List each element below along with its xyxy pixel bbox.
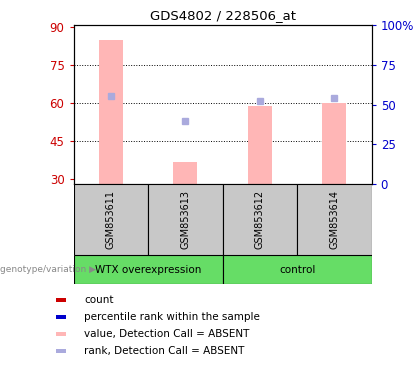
Bar (56, 315, 66, 319)
Text: genotype/variation ▶: genotype/variation ▶ (0, 265, 96, 274)
Bar (173, 162, 197, 184)
Bar (99, 40, 123, 184)
Bar (248, 106, 272, 184)
Text: value, Detection Call = ABSENT: value, Detection Call = ABSENT (84, 329, 250, 339)
Bar (56, 349, 66, 353)
Text: GSM853613: GSM853613 (180, 190, 190, 249)
Text: count: count (84, 295, 114, 305)
Bar (323, 103, 346, 184)
Text: percentile rank within the sample: percentile rank within the sample (84, 312, 260, 322)
Title: GDS4802 / 228506_at: GDS4802 / 228506_at (150, 9, 296, 22)
Text: control: control (279, 265, 315, 275)
Text: GSM853612: GSM853612 (255, 190, 265, 249)
Text: WTX overexpression: WTX overexpression (95, 265, 201, 275)
Text: rank, Detection Call = ABSENT: rank, Detection Call = ABSENT (84, 346, 245, 356)
Bar (56, 298, 66, 302)
Bar (74, 255, 223, 284)
Text: GSM853614: GSM853614 (329, 190, 339, 249)
Bar (297, 184, 372, 255)
Bar (223, 184, 297, 255)
Text: GSM853611: GSM853611 (106, 190, 116, 249)
Bar (74, 184, 148, 255)
Bar (223, 255, 372, 284)
Bar (56, 332, 66, 336)
Bar (148, 184, 223, 255)
